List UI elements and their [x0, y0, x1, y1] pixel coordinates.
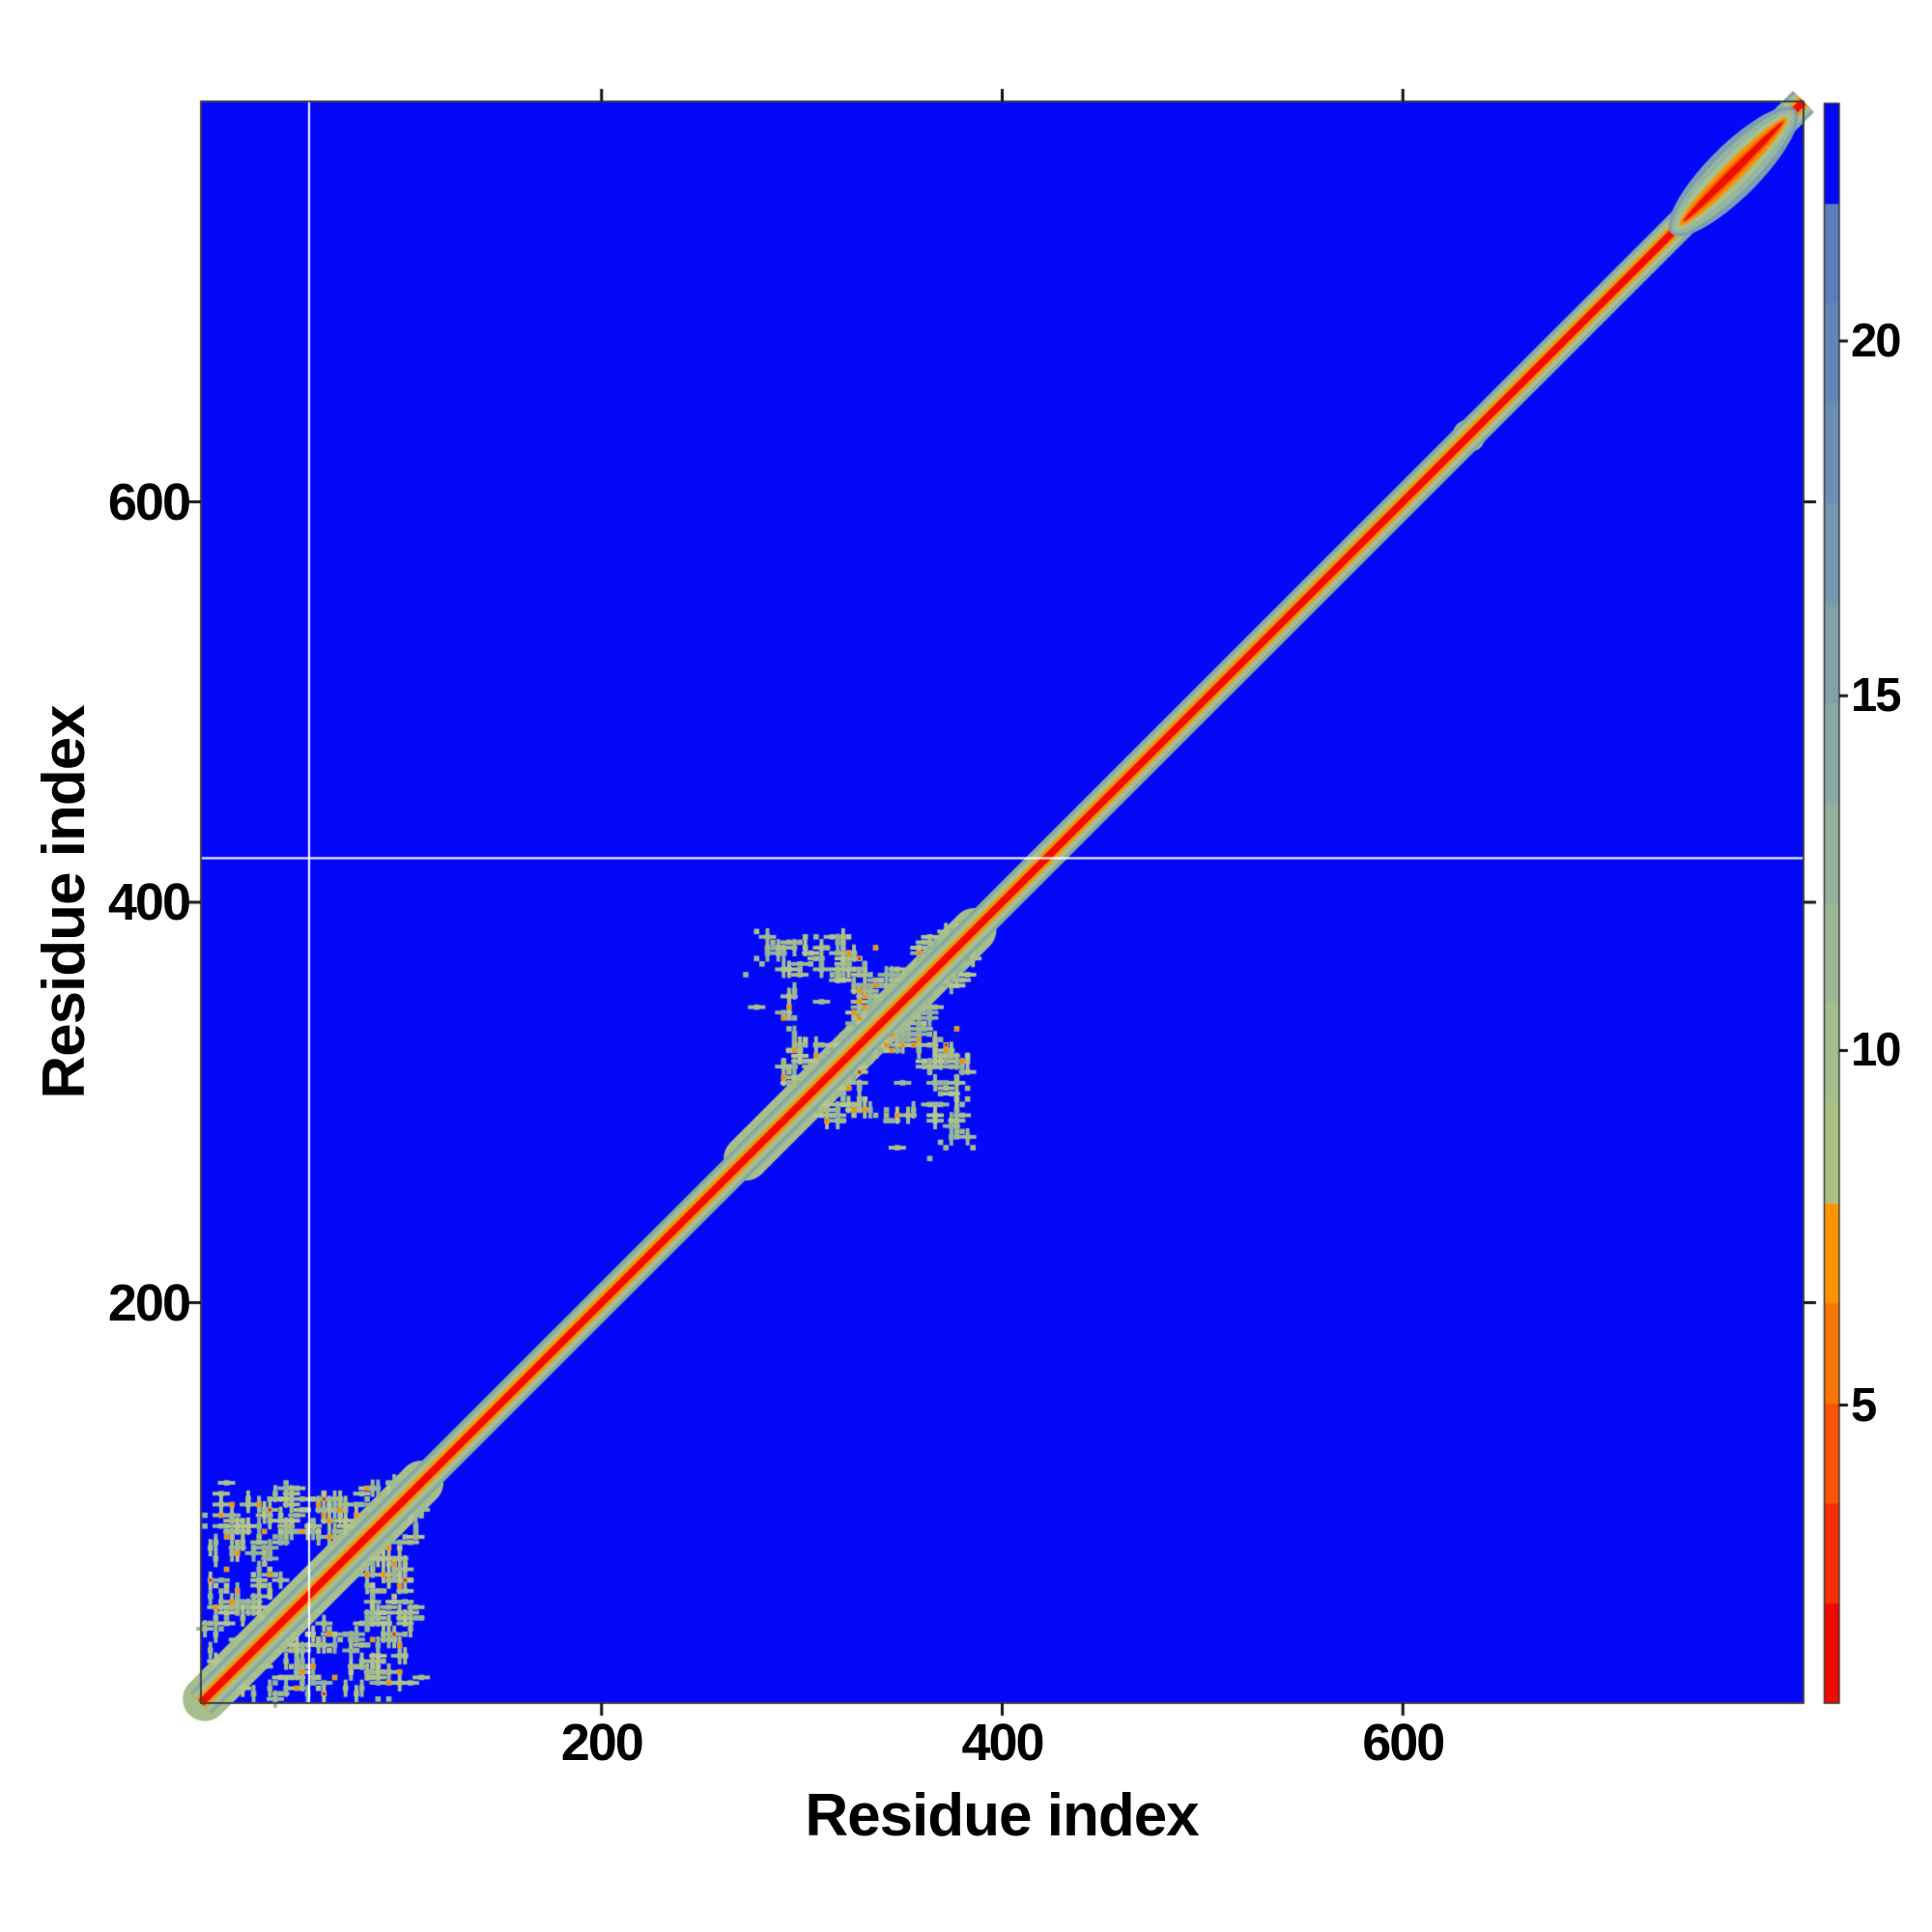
y-tick-label: 400: [107, 873, 191, 931]
y-tick-label: 200: [107, 1273, 191, 1332]
colorbar-tick-label: 5: [1851, 1378, 1877, 1432]
x-tick-label: 200: [560, 1714, 644, 1772]
x-tick-label: 400: [961, 1714, 1044, 1772]
colorbar-tick-label: 20: [1851, 315, 1902, 367]
x-axis-label: Residue index: [805, 1782, 1199, 1849]
y-tick-label: 600: [107, 472, 191, 531]
colorbar-tick-label: 10: [1851, 1024, 1902, 1077]
colorbar-tick-label: 15: [1851, 669, 1902, 723]
x-tick-label: 600: [1362, 1714, 1445, 1772]
